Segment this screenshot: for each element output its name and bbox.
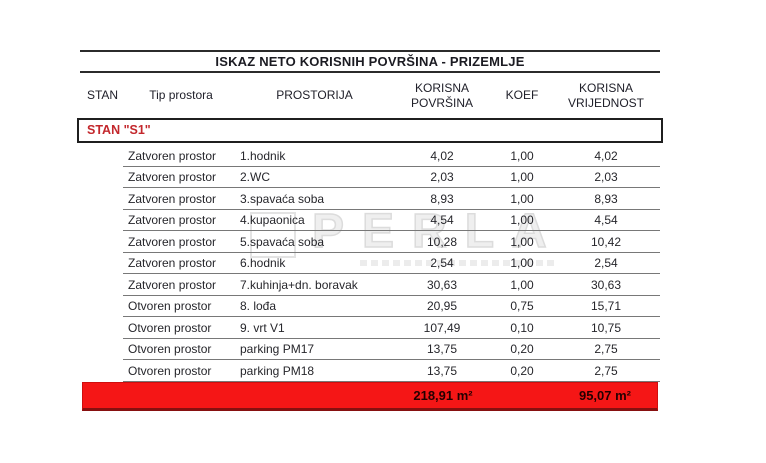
- table-body: Zatvoren prostor 1.hodnik 4,02 1,00 4,02…: [80, 145, 660, 382]
- totals-bar: 218,91 m² 95,07 m²: [82, 381, 658, 411]
- cell-prostorija: 8. lođa: [240, 299, 277, 314]
- cell-tip-prostora: Zatvoren prostor: [128, 148, 217, 163]
- cell-tip-prostora: Zatvoren prostor: [128, 234, 217, 249]
- cell-prostorija: parking PM17: [240, 342, 315, 357]
- cell-koef: 0,10: [510, 320, 534, 335]
- cell-tip-prostora: Zatvoren prostor: [128, 191, 217, 206]
- cell-koef: 1,00: [510, 170, 534, 185]
- table-row: Zatvoren prostor 3.spavaća soba 8,93 1,0…: [80, 188, 660, 210]
- cell-korisna-vrijednost: 15,71: [590, 299, 622, 314]
- table-row: Zatvoren prostor 5.spavaća soba 10,28 1,…: [80, 231, 660, 253]
- watermark-subtext-strip: [360, 260, 555, 266]
- cell-korisna-povrsina: 4,02: [430, 148, 454, 163]
- watermark: PERLA: [250, 205, 565, 258]
- cell-tip-prostora: Otvoren prostor: [128, 320, 212, 335]
- cell-prostorija: 3.spavaća soba: [240, 191, 325, 206]
- cell-prostorija: 4.kupaonica: [240, 213, 305, 228]
- total-korisna-vrijednost: 95,07 m²: [578, 387, 632, 403]
- table-title: ISKAZ NETO KORISNIH POVRŠINA - PRIZEMLJE: [80, 50, 660, 73]
- table-row: Zatvoren prostor 2.WC 2,03 1,00 2,03: [80, 167, 660, 189]
- cell-koef: 1,00: [510, 256, 534, 271]
- table-row: Otvoren prostor parking PM17 13,75 0,20 …: [80, 339, 660, 361]
- total-korisna-povrsina: 218,91 m²: [413, 387, 473, 403]
- cell-prostorija: 6.hodnik: [240, 256, 286, 271]
- col-header-stan: STAN: [86, 88, 119, 102]
- table-row: Otvoren prostor 9. vrt V1 107,49 0,10 10…: [80, 317, 660, 339]
- cell-korisna-povrsina: 8,93: [430, 191, 454, 206]
- cell-tip-prostora: Otvoren prostor: [128, 363, 212, 378]
- cell-korisna-vrijednost: 10,75: [590, 320, 622, 335]
- table-row: Zatvoren prostor 1.hodnik 4,02 1,00 4,02: [80, 145, 660, 167]
- cell-koef: 1,00: [510, 277, 534, 292]
- col-header-prostorija: PROSTORIJA: [276, 88, 353, 102]
- col-header-korisna-povrsina: KORISNA POVRŠINA: [410, 80, 473, 110]
- table-header-row: STAN Tip prostora PROSTORIJA KORISNA POV…: [80, 73, 660, 118]
- group-header-stan-s1: STAN "S1": [77, 118, 663, 143]
- cell-koef: 0,75: [510, 299, 534, 314]
- table-row: Zatvoren prostor 4.kupaonica 4,54 1,00 4…: [80, 210, 660, 232]
- cell-korisna-vrijednost: 30,63: [590, 277, 622, 292]
- cell-prostorija: 5.spavaća soba: [240, 234, 325, 249]
- table-row: Zatvoren prostor 7.kuhinja+dn. boravak 3…: [80, 274, 660, 296]
- cell-tip-prostora: Zatvoren prostor: [128, 213, 217, 228]
- table-row: Zatvoren prostor 6.hodnik 2,54 1,00 2,54: [80, 253, 660, 275]
- cell-korisna-povrsina: 2,03: [430, 170, 454, 185]
- cell-tip-prostora: Otvoren prostor: [128, 342, 212, 357]
- cell-koef: 0,20: [510, 363, 534, 378]
- cell-prostorija: 2.WC: [240, 170, 270, 185]
- cell-korisna-vrijednost: 8,93: [594, 191, 618, 206]
- col-header-korisna-vrijednost: KORISNA VRIJEDNOST: [567, 80, 644, 110]
- cell-prostorija: parking PM18: [240, 363, 315, 378]
- cell-tip-prostora: Zatvoren prostor: [128, 256, 217, 271]
- cell-prostorija: 7.kuhinja+dn. boravak: [240, 277, 358, 292]
- cell-korisna-vrijednost: 2,54: [594, 256, 618, 271]
- cell-koef: 0,20: [510, 342, 534, 357]
- area-statement-table: ISKAZ NETO KORISNIH POVRŠINA - PRIZEMLJE…: [77, 50, 663, 411]
- cell-korisna-povrsina: 2,54: [430, 256, 454, 271]
- cell-koef: 1,00: [510, 148, 534, 163]
- cell-korisna-povrsina: 13,75: [426, 363, 458, 378]
- cell-korisna-vrijednost: 2,75: [594, 342, 618, 357]
- cell-prostorija: 1.hodnik: [240, 148, 286, 163]
- col-header-koef: KOEF: [505, 88, 539, 102]
- cell-koef: 1,00: [510, 213, 534, 228]
- cell-korisna-vrijednost: 2,03: [594, 170, 618, 185]
- watermark-logo-square: [250, 212, 296, 258]
- cell-korisna-povrsina: 13,75: [426, 342, 458, 357]
- table-row: Otvoren prostor parking PM18 13,75 0,20 …: [80, 360, 660, 382]
- cell-korisna-vrijednost: 4,02: [594, 148, 618, 163]
- cell-tip-prostora: Zatvoren prostor: [128, 170, 217, 185]
- table-row: Otvoren prostor 8. lođa 20,95 0,75 15,71: [80, 296, 660, 318]
- cell-korisna-vrijednost: 4,54: [594, 213, 618, 228]
- cell-tip-prostora: Otvoren prostor: [128, 299, 212, 314]
- watermark-text: PERLA: [311, 205, 565, 258]
- cell-korisna-povrsina: 10,28: [426, 234, 458, 249]
- cell-korisna-vrijednost: 10,42: [590, 234, 622, 249]
- col-header-tip-prostora: Tip prostora: [149, 88, 213, 102]
- cell-korisna-povrsina: 20,95: [426, 299, 458, 314]
- cell-korisna-vrijednost: 2,75: [594, 363, 618, 378]
- cell-tip-prostora: Zatvoren prostor: [128, 277, 217, 292]
- cell-korisna-povrsina: 4,54: [430, 213, 454, 228]
- cell-koef: 1,00: [510, 191, 534, 206]
- cell-korisna-povrsina: 107,49: [423, 320, 461, 335]
- cell-koef: 1,00: [510, 234, 534, 249]
- cell-korisna-povrsina: 30,63: [426, 277, 458, 292]
- cell-prostorija: 9. vrt V1: [240, 320, 285, 335]
